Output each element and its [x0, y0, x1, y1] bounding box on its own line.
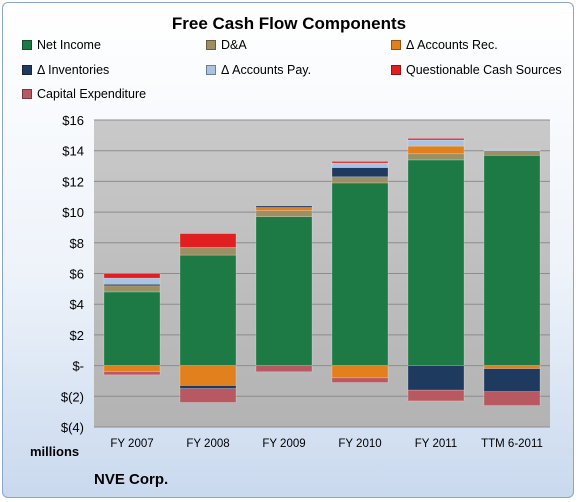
y-tick-label: $16 [62, 113, 84, 128]
y-tick-label: $6 [70, 267, 84, 282]
bar-segment [483, 391, 541, 406]
bar-segment [179, 233, 237, 248]
bar-segment [103, 371, 161, 376]
bar-segment [331, 365, 389, 379]
legend-swatch [206, 65, 216, 75]
bar-segment [407, 139, 465, 147]
legend-label: Δ Accounts Rec. [406, 38, 498, 52]
legend-label: Δ Inventories [37, 63, 110, 77]
legend-item-da: D&A [206, 38, 247, 52]
y-tick-label: $8 [70, 236, 84, 251]
bar-segment [179, 247, 237, 256]
bar-segment [483, 365, 541, 369]
bar-segment [255, 365, 313, 373]
x-tick-label: FY 2007 [110, 438, 153, 450]
y-tick-label: $10 [62, 205, 84, 220]
bar-segment [331, 182, 389, 366]
legend-swatch [22, 89, 32, 99]
legend-item-inventories: Δ Inventories [22, 63, 109, 77]
legend-swatch [22, 40, 32, 50]
legend-swatch [22, 65, 32, 75]
legend-item-questionable-cash: Questionable Cash Sources [391, 63, 562, 77]
bar-segment [407, 153, 465, 161]
y-tick-label: $- [72, 359, 84, 374]
legend-item-accounts-pay: Δ Accounts Pay. [206, 63, 311, 77]
bar-segment [255, 207, 313, 211]
bar-segment [483, 368, 541, 392]
legend-swatch [391, 40, 401, 50]
bar-segment [331, 162, 389, 168]
bar-segment [103, 291, 161, 366]
bar-segment [255, 216, 313, 366]
bar-segment [331, 377, 389, 383]
y-tick-label: $(2) [61, 389, 84, 404]
bar-segment [179, 385, 237, 389]
bar-segment [407, 159, 465, 366]
bar-segment [103, 365, 161, 373]
chart-title: Free Cash Flow Components [171, 14, 407, 33]
bar-segment [255, 205, 313, 208]
bar-segment [331, 161, 389, 164]
y-tick-label: $2 [70, 328, 84, 343]
bar-segment [179, 365, 237, 386]
legend-swatch [391, 65, 401, 75]
bar-segment [331, 167, 389, 178]
legend-item-capex: Capital Expenditure [22, 87, 146, 101]
bar-segment [179, 254, 237, 366]
bar-segment [179, 388, 237, 403]
x-tick-label: FY 2008 [186, 438, 229, 450]
bar-segment [407, 145, 465, 155]
y-tick-label: $14 [62, 144, 84, 159]
legend-swatch [206, 40, 216, 50]
bar-segment [255, 210, 313, 218]
bar-segment [103, 273, 161, 279]
y-tick-label: $12 [62, 174, 84, 189]
legend-label: Capital Expenditure [37, 87, 147, 101]
legend-label: D&A [221, 38, 247, 52]
y-tick-label: $4 [70, 297, 84, 312]
bar-segment [407, 138, 465, 141]
bar-segment [483, 150, 541, 156]
company-name: NVE Corp. [94, 471, 169, 488]
legend-item-accounts-rec: Δ Accounts Rec. [391, 38, 498, 52]
bar-segment [331, 176, 389, 184]
legend-label: Questionable Cash Sources [406, 63, 562, 77]
bar-segment [483, 155, 541, 366]
x-tick-label: FY 2011 [415, 438, 457, 450]
bar-segment [103, 277, 161, 285]
legend-item-net-income: Net Income [22, 38, 101, 52]
legend-label: Net Income [37, 38, 101, 52]
y-axis-unit-label: millions [30, 444, 80, 459]
bar-segment [103, 285, 161, 293]
legend-label: Δ Accounts Pay. [221, 63, 312, 77]
bar-segment [407, 365, 465, 391]
y-tick-label: $(4) [61, 420, 84, 435]
bar-segment [483, 148, 541, 151]
x-tick-label: TTM 6-2011 [481, 438, 543, 450]
x-tick-label: FY 2009 [262, 438, 305, 450]
bar-segment [407, 389, 465, 402]
x-tick-label: FY 2010 [338, 438, 381, 450]
